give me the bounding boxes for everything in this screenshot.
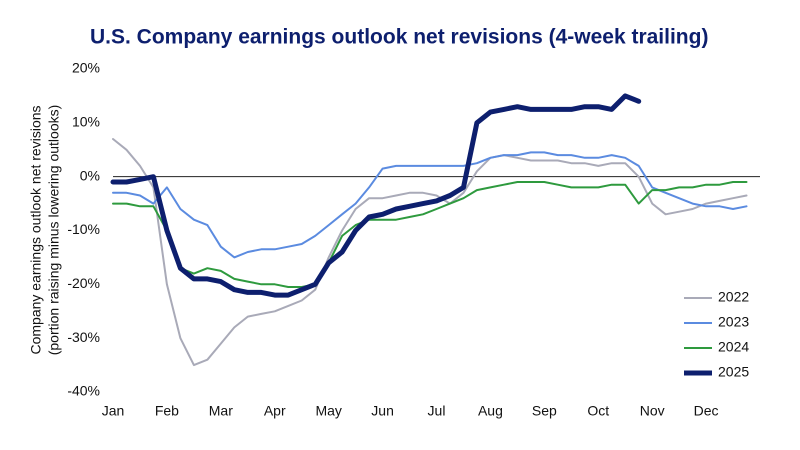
x-tick-label: Jul <box>428 403 446 419</box>
x-tick-label: Aug <box>478 403 503 419</box>
legend-label: 2022 <box>718 289 749 305</box>
y-tick-label: -40% <box>67 383 100 399</box>
series-line <box>112 151 748 259</box>
x-tick-label: Dec <box>694 403 719 419</box>
legend-label: 2024 <box>718 339 749 355</box>
x-tick-label: Mar <box>209 403 233 419</box>
x-tick-label: Apr <box>264 403 286 419</box>
series-line <box>110 93 642 298</box>
y-tick-label: -20% <box>67 275 100 291</box>
y-tick-label: -30% <box>67 329 100 345</box>
x-tick-label: Jan <box>102 403 125 419</box>
x-tick-label: Oct <box>587 403 609 419</box>
series-line <box>112 138 748 367</box>
x-tick-label: May <box>315 403 341 419</box>
x-tick-label: Jun <box>371 403 394 419</box>
chart-title: U.S. Company earnings outlook net revisi… <box>90 26 708 49</box>
y-tick-label: 20% <box>72 60 100 76</box>
y-axis-label: Company earnings outlook net revisions <box>28 105 44 354</box>
y-axis-label: (portion raising minus lowering outlooks… <box>46 105 62 356</box>
y-tick-label: 0% <box>80 167 100 183</box>
legend-label: 2023 <box>718 314 749 330</box>
y-tick-label: 10% <box>72 114 100 130</box>
x-tick-label: Nov <box>640 403 665 419</box>
x-tick-label: Feb <box>155 403 179 419</box>
legend-label: 2025 <box>718 364 749 380</box>
y-tick-label: -10% <box>67 221 100 237</box>
series-line <box>112 181 748 288</box>
x-tick-label: Sep <box>532 403 557 419</box>
